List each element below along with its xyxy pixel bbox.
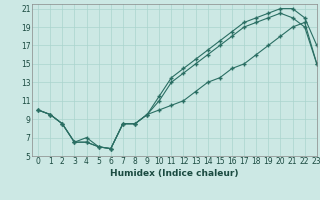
X-axis label: Humidex (Indice chaleur): Humidex (Indice chaleur) <box>110 169 239 178</box>
